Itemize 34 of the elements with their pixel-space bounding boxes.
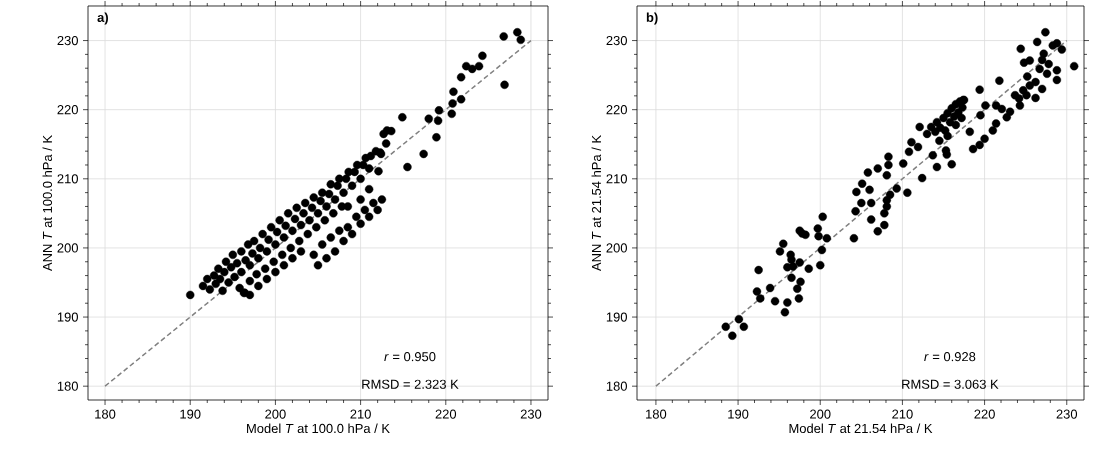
- y-axis-title: ANN T at 100.0 hPa / K: [42, 135, 53, 272]
- x-tick-label: 230: [1056, 409, 1078, 419]
- x-tick-label: 230: [520, 409, 542, 419]
- annotation: RMSD = 2.323 K: [362, 379, 459, 389]
- y-tick-label: 190: [57, 312, 78, 322]
- x-tick-label: 210: [350, 409, 371, 419]
- x-tick-label: 210: [892, 409, 913, 419]
- y-tick-label: 220: [57, 105, 78, 115]
- annotation: r = 0.950: [384, 352, 436, 362]
- x-axis-title: Model T at 21.54 hPa / K: [789, 423, 933, 434]
- y-tick-label: 180: [606, 381, 627, 391]
- x-tick-label: 190: [728, 409, 749, 419]
- annotation: r = 0.928: [924, 352, 976, 362]
- y-tick-label: 190: [606, 312, 627, 322]
- x-tick-label: 190: [180, 409, 201, 419]
- y-tick-label: 200: [57, 243, 78, 253]
- y-tick-label: 230: [57, 35, 78, 46]
- y-tick-label: 200: [606, 243, 627, 253]
- x-tick-label: 220: [974, 409, 995, 419]
- x-tick-label: 180: [646, 409, 667, 419]
- x-tick-label: 200: [265, 409, 286, 419]
- y-axis-title: ANN T at 21.54 hPa / K: [591, 135, 602, 272]
- x-tick-label: 200: [810, 409, 831, 419]
- x-tick-label: 220: [435, 409, 457, 419]
- y-tick-label: 210: [606, 174, 627, 184]
- annotation: a): [97, 12, 108, 25]
- y-tick-label: 210: [57, 174, 78, 184]
- y-tick-label: 230: [606, 35, 627, 46]
- x-axis-title: Model T at 100.0 hPa / K: [247, 423, 390, 434]
- y-tick-label: 180: [57, 381, 78, 391]
- y-tick-label: 220: [606, 105, 627, 115]
- x-tick-label: 180: [95, 409, 116, 419]
- annotation: RMSD = 3.063 K: [902, 379, 999, 389]
- annotation: b): [646, 12, 658, 25]
